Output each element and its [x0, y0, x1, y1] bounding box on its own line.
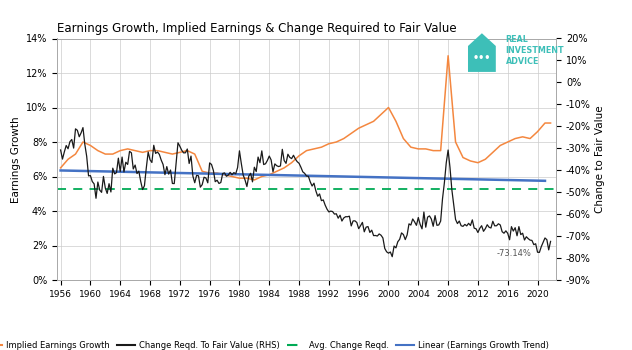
Y-axis label: Earnings Growth: Earnings Growth — [11, 116, 21, 203]
Text: •••: ••• — [473, 53, 491, 63]
Y-axis label: Change to Fair Value: Change to Fair Value — [595, 105, 605, 213]
Text: INVESTMENT: INVESTMENT — [506, 46, 564, 55]
Text: Earnings Growth, Implied Earnings & Change Required to Fair Value: Earnings Growth, Implied Earnings & Chan… — [57, 22, 456, 35]
Text: ADVICE: ADVICE — [506, 57, 539, 66]
Text: REAL: REAL — [506, 35, 528, 44]
Polygon shape — [468, 33, 496, 72]
Legend: Implied Earnings Growth, Change Reqd. To Fair Value (RHS), Avg. Change Reqd., Li: Implied Earnings Growth, Change Reqd. To… — [0, 337, 552, 350]
Text: -73.14%: -73.14% — [497, 249, 532, 258]
